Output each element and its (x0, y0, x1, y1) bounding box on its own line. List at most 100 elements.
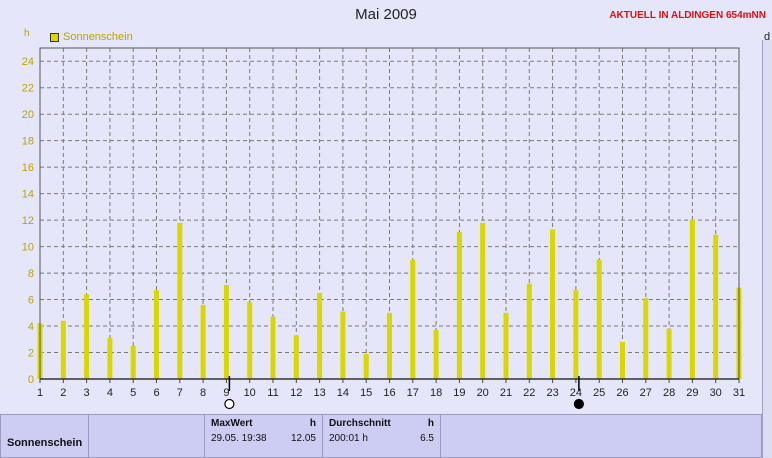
y-tick-label: 0 (28, 374, 34, 386)
x-tick-label: 12 (290, 387, 302, 399)
x-tick-label: 14 (337, 387, 349, 399)
y-tick-label: 18 (22, 136, 34, 148)
x-tick-label: 17 (407, 387, 419, 399)
chart-title: Mai 2009 (355, 6, 417, 23)
x-tick-label: 5 (130, 387, 136, 399)
bar-day-25 (596, 259, 602, 379)
bar-day-16 (387, 312, 392, 379)
max-value-cell: MaxWert h 29.05. 19:38 12.05 (204, 414, 323, 458)
x-tick-label: 19 (453, 387, 465, 399)
bar-day-20 (480, 222, 486, 379)
max-header: MaxWert (211, 418, 253, 429)
x-tick-label: 1 (37, 387, 43, 399)
avg-value: 6.5 (420, 433, 434, 444)
bar-day-7 (177, 222, 183, 379)
bar-day-11 (270, 316, 276, 379)
avg-header: Durchschnitt (329, 418, 391, 429)
axes (39, 47, 740, 383)
average-cell: Durchschnitt h 200:01 h 6.5 (322, 414, 441, 458)
x-tick-label: 23 (546, 387, 558, 399)
bar-day-27 (643, 298, 649, 379)
x-tick-label: 18 (430, 387, 442, 399)
x-tick-label: 6 (153, 387, 159, 399)
y-tick-label: 24 (22, 56, 34, 68)
moon-phase-markers (224, 376, 585, 410)
bar-day-23 (550, 229, 556, 379)
x-tick-label: 30 (710, 387, 722, 399)
bar-day-12 (293, 335, 299, 379)
max-value: 12.05 (290, 433, 316, 444)
empty-cell (88, 414, 205, 458)
avg-total: 200:01 h (329, 433, 368, 444)
empty-cell (440, 414, 762, 458)
x-tick-label: 29 (686, 387, 698, 399)
right-axis-unit: d (764, 31, 771, 43)
bar-day-21 (503, 312, 509, 379)
bar-day-18 (433, 330, 439, 379)
x-tick-label: 10 (244, 387, 256, 399)
bar-day-22 (526, 283, 532, 379)
x-tick-label: 8 (200, 387, 206, 399)
bar-day-6 (154, 290, 159, 379)
x-tick-label: 27 (640, 387, 652, 399)
bar-day-2 (60, 320, 66, 379)
bar-day-29 (689, 219, 695, 379)
x-tick-label: 3 (84, 387, 90, 399)
bar-day-8 (200, 304, 206, 379)
bar-day-26 (620, 341, 625, 379)
y-tick-label: 16 (22, 162, 34, 174)
row-label: Sonnenschein (0, 414, 89, 458)
x-tick-label: 16 (383, 387, 395, 399)
x-tick-label: 21 (500, 387, 512, 399)
legend-label: Sonnenschein (63, 31, 133, 43)
x-tick-label: 25 (593, 387, 605, 399)
max-datetime: 29.05. 19:38 (211, 433, 267, 444)
new-moon-icon (573, 398, 585, 410)
y-tick-label: 8 (28, 268, 34, 280)
bar-day-28 (666, 328, 672, 379)
x-tick-label: 4 (107, 387, 113, 399)
legend-swatch (50, 32, 59, 42)
x-tick-label: 26 (616, 387, 628, 399)
bar-day-24 (573, 290, 579, 379)
bar-day-30 (713, 234, 719, 379)
summary-table: Sonnenschein MaxWert h 29.05. 19:38 12.0… (0, 414, 762, 458)
y-tick-label: 4 (28, 321, 34, 333)
y-tick-label: 14 (22, 189, 34, 201)
max-unit: h (309, 418, 316, 429)
x-tick-label: 9 (223, 387, 229, 399)
bar-day-3 (84, 294, 90, 379)
y-tick-label: 10 (22, 242, 34, 254)
full-moon-icon (224, 398, 235, 410)
y-tick-label: 6 (28, 295, 34, 307)
bar-day-15 (363, 353, 369, 379)
bar-day-17 (410, 259, 416, 379)
x-tick-label: 11 (267, 387, 278, 399)
bar-day-9 (223, 284, 229, 379)
y-tick-label: 20 (22, 109, 34, 121)
y-tick-label: 22 (22, 83, 34, 95)
right-panel-edge (762, 40, 772, 458)
y-axis-unit: h (24, 28, 30, 39)
bar-day-5 (130, 345, 136, 379)
y-tick-label: 12 (22, 215, 34, 227)
x-tick-label: 7 (177, 387, 183, 399)
x-tick-label: 28 (663, 387, 675, 399)
bar-day-4 (107, 337, 113, 379)
y-tick-label: 2 (28, 348, 34, 360)
bar-day-19 (456, 232, 462, 379)
bar-day-13 (317, 292, 323, 379)
bar-day-10 (247, 302, 253, 379)
avg-unit: h (427, 418, 434, 429)
x-tick-label: 22 (523, 387, 535, 399)
x-tick-label: 13 (313, 387, 325, 399)
x-tick-label: 31 (733, 387, 745, 399)
x-tick-label: 15 (360, 387, 372, 399)
x-tick-label: 24 (570, 387, 582, 399)
legend: Sonnenschein (50, 31, 133, 43)
station-label: AKTUELL IN ALDINGEN 654mNN (609, 10, 766, 21)
x-tick-label: 20 (477, 387, 489, 399)
x-tick-label: 2 (60, 387, 66, 399)
